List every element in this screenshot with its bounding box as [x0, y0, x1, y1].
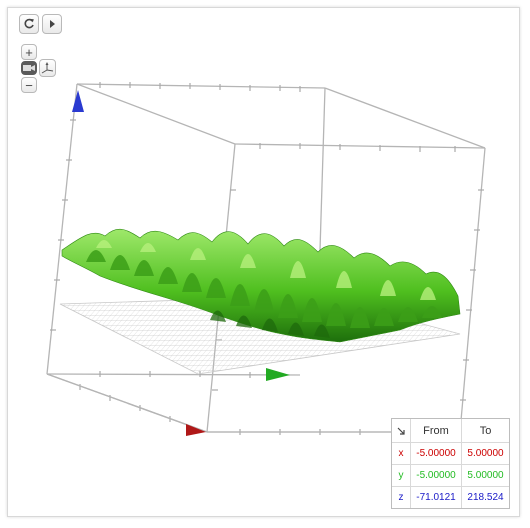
axis-range-table: From To x -5.00000 5.00000 y -5.00000 5.… [391, 418, 510, 509]
camera-mode-button[interactable] [21, 61, 37, 75]
row-y-to[interactable]: 5.00000 [462, 465, 509, 487]
row-y-from[interactable]: -5.00000 [411, 465, 462, 487]
play-icon [50, 20, 55, 28]
x-axis-arrow [186, 424, 206, 436]
row-y-axis-label: y [392, 465, 411, 487]
y-axis-arrow [266, 368, 290, 381]
header-from: From [411, 419, 462, 443]
reset-icon [24, 18, 34, 29]
range-table-corner[interactable] [392, 419, 411, 443]
z-axis-arrow [72, 90, 84, 112]
row-x-axis-label: x [392, 443, 411, 465]
camera-icon [23, 65, 35, 71]
axes-orientation-icon [41, 61, 54, 73]
play-animation-button[interactable] [42, 14, 62, 34]
header-to: To [462, 419, 509, 443]
row-z-axis-label: z [392, 487, 411, 508]
row-x-to[interactable]: 5.00000 [462, 443, 509, 465]
surface-plot [61, 228, 461, 343]
zoom-in-button[interactable]: + [21, 44, 37, 60]
row-z-to[interactable]: 218.524 [467, 492, 504, 503]
row-x-from[interactable]: -5.00000 [411, 443, 462, 465]
arrow-down-right-icon [397, 427, 405, 435]
axes-orientation-button[interactable] [39, 59, 56, 77]
reset-view-button[interactable] [19, 14, 39, 34]
row-z-from[interactable]: -71.0121 [411, 487, 462, 508]
zoom-out-button[interactable]: − [21, 77, 37, 93]
